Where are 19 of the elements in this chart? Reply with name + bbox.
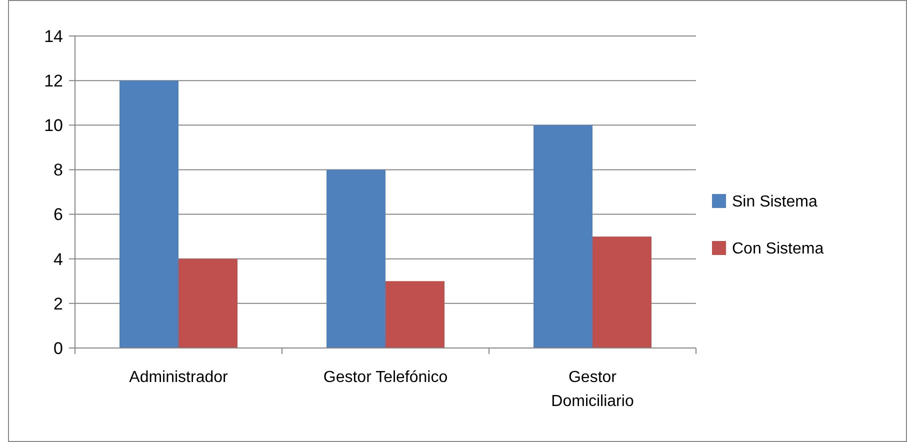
bar	[534, 125, 592, 348]
bar	[120, 80, 178, 348]
y-tick-label: 10	[44, 116, 63, 136]
y-tick-label: 14	[44, 26, 63, 46]
y-tick-label: 4	[54, 250, 63, 269]
bar	[592, 236, 652, 348]
bar	[386, 281, 444, 348]
y-tick-label: 8	[54, 160, 63, 180]
x-tick-label: Administrador	[129, 369, 229, 386]
y-tick-label: 12	[44, 72, 63, 91]
y-tick-label: 2	[54, 294, 63, 314]
y-tick-label: 6	[54, 205, 63, 224]
x-tick-label: Gestor Domiciliario	[551, 369, 634, 410]
bar	[326, 170, 386, 348]
legend-label: Con Sistema	[732, 240, 824, 258]
x-tick-label: Gestor Telefónico	[323, 369, 448, 386]
legend-label: Sin Sistema	[732, 194, 818, 211]
bar	[178, 258, 238, 348]
y-tick-label: 0	[54, 338, 63, 358]
